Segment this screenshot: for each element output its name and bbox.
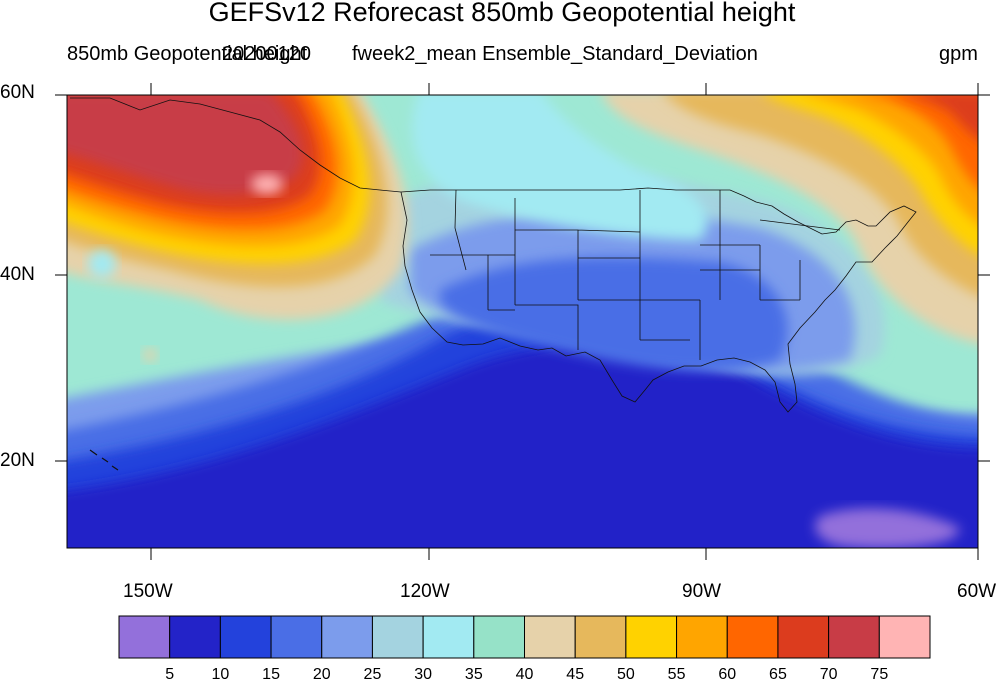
colorbar-label: 45 bbox=[566, 666, 585, 683]
lon-label-60w: 60W bbox=[957, 581, 997, 602]
lat-label-60n: 60N bbox=[0, 82, 35, 103]
colorbar-swatch bbox=[828, 615, 880, 659]
colorbar-swatch bbox=[625, 615, 678, 659]
colorbar-swatch bbox=[473, 615, 525, 659]
colorbar-label: 50 bbox=[616, 666, 635, 683]
colorbar-swatch bbox=[878, 615, 931, 659]
colorbar-swatch bbox=[676, 615, 728, 659]
colorbar-label: 40 bbox=[515, 666, 534, 683]
colorbar-label: 30 bbox=[414, 666, 433, 683]
subtitle-left: 850mb Geopotential height bbox=[67, 43, 308, 65]
colorbar-label: 5 bbox=[165, 666, 175, 683]
colorbar-label: 65 bbox=[769, 666, 787, 683]
country-outlines bbox=[70, 97, 917, 471]
lat-label-20n: 20N bbox=[0, 450, 35, 471]
axis-ticks bbox=[55, 83, 990, 560]
map-frame bbox=[66, 94, 979, 549]
lon-label-150w: 150W bbox=[123, 581, 173, 602]
colorbar-label: 35 bbox=[464, 666, 483, 683]
colorbar-swatch bbox=[270, 615, 323, 659]
colorbar-swatch bbox=[726, 615, 779, 659]
colorbar-label: 15 bbox=[262, 666, 280, 683]
colorbar-label: 55 bbox=[667, 666, 686, 683]
colorbar-swatch bbox=[321, 615, 373, 659]
colorbar-label: 60 bbox=[718, 666, 737, 683]
colorbar-swatch bbox=[169, 615, 221, 659]
colorbar-label: 25 bbox=[363, 666, 382, 683]
colorbar-swatch bbox=[371, 615, 424, 659]
subtitle-date: 20200120 bbox=[222, 43, 311, 65]
lon-label-120w: 120W bbox=[400, 581, 450, 602]
colorbar-swatch bbox=[118, 615, 171, 659]
map-title: GEFSv12 Reforecast 850mb Geopotential he… bbox=[208, 0, 796, 27]
colorbar-swatch bbox=[574, 615, 627, 659]
colorbar-label: 70 bbox=[819, 666, 838, 683]
lat-label-40n: 40N bbox=[0, 264, 35, 285]
subtitle-units: gpm bbox=[939, 43, 978, 65]
colorbar-swatch bbox=[219, 615, 272, 659]
colorbar-label: 20 bbox=[312, 666, 331, 683]
lon-label-90w: 90W bbox=[682, 581, 722, 602]
colorbar-swatch bbox=[524, 615, 576, 659]
subtitle-center: fweek2_mean Ensemble_Standard_Deviation bbox=[352, 43, 758, 65]
colorbar-swatch bbox=[777, 615, 830, 659]
contour-field bbox=[67, 95, 978, 548]
colorbar-label: 75 bbox=[870, 666, 889, 683]
colorbar-swatch bbox=[422, 615, 475, 659]
colorbar-label: 10 bbox=[211, 666, 230, 683]
